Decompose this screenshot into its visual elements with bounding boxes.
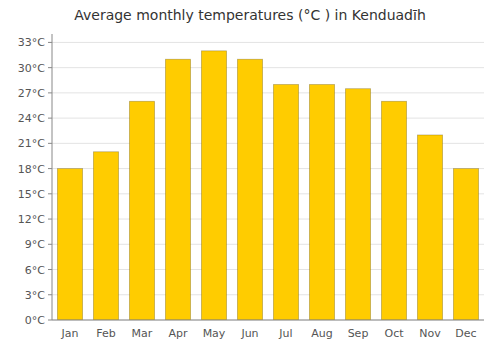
x-tick-label: Mar (132, 327, 153, 340)
bar (273, 84, 298, 320)
bar (309, 84, 334, 320)
grid-line (52, 67, 484, 68)
x-tick-label: Jun (240, 327, 258, 340)
grid-line (52, 118, 484, 119)
x-tick-label: Feb (96, 327, 115, 340)
grid-line (52, 320, 484, 321)
chart: Average monthly temperatures (°C ) in Ke… (0, 0, 500, 350)
bar (381, 101, 406, 320)
y-tick-label: 3°C (25, 289, 45, 302)
y-tick (48, 67, 52, 68)
bars (57, 51, 478, 320)
y-tick (48, 143, 52, 144)
grid (52, 42, 484, 320)
x-axis: Jan Feb Mar Apr May Jun Jul Aug Sep Oct Nov Dec (52, 320, 484, 340)
y-tick-label: 24°C (18, 112, 45, 125)
bar (165, 59, 190, 320)
x-axis-line (52, 320, 484, 321)
y-tick-label: 15°C (18, 188, 45, 201)
title: Average monthly temperatures (°C ) in Ke… (74, 7, 426, 23)
bar (345, 89, 370, 320)
x-tick-label: Aug (311, 327, 332, 340)
y-tick-label: 21°C (18, 137, 45, 150)
x-tick-label: Jul (278, 327, 292, 340)
y-tick (48, 193, 52, 194)
x-tick-label: Apr (168, 327, 188, 340)
y-tick (48, 42, 52, 43)
y-tick (48, 92, 52, 93)
y-tick (48, 219, 52, 220)
x-tick-label: Dec (455, 327, 476, 340)
y-tick-label: 12°C (18, 213, 45, 226)
y-tick-label: 9°C (25, 238, 45, 251)
y-tick (48, 269, 52, 270)
y-tick (48, 244, 52, 245)
y-tick-label: 30°C (18, 62, 45, 75)
bar (57, 169, 82, 320)
y-tick-label: 33°C (18, 36, 45, 49)
x-tick-label: Nov (419, 327, 441, 340)
x-tick-label: Oct (384, 327, 404, 340)
y-tick-label: 0°C (25, 314, 45, 327)
bar (417, 135, 442, 320)
x-tick-label: Sep (348, 327, 369, 340)
grid-line (52, 92, 484, 93)
y-tick-label: 6°C (25, 264, 45, 277)
y-tick (48, 320, 52, 321)
y-axis: 0°C 3°C 6°C 9°C 12°C 15°C 18°C 21°C 24°C 27°C 30°C… (18, 34, 52, 327)
x-tick-label: Jan (61, 327, 79, 340)
chart-container: Average monthly temperatures (°C ) in Ke… (0, 0, 500, 350)
bar (453, 169, 478, 320)
y-tick-label: 18°C (18, 163, 45, 176)
y-tick (48, 168, 52, 169)
bar (129, 101, 154, 320)
bar (201, 51, 226, 320)
y-tick (48, 294, 52, 295)
x-tick-label: May (203, 327, 226, 340)
y-axis-line (52, 34, 53, 320)
grid-line (52, 42, 484, 43)
y-tick (48, 118, 52, 119)
y-tick-label: 27°C (18, 87, 45, 100)
bar (93, 152, 118, 320)
bar (237, 59, 262, 320)
